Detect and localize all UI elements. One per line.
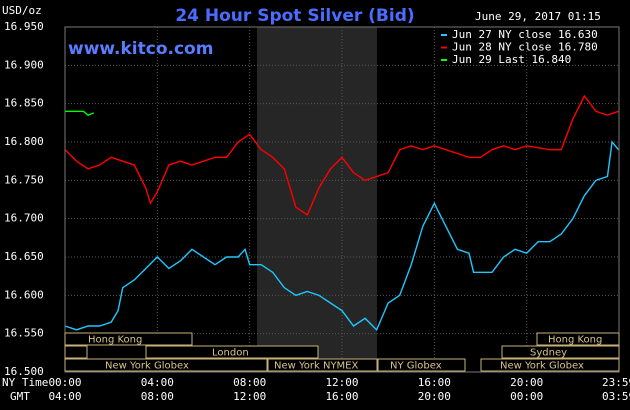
x2-tick-label: 20:00 — [418, 390, 451, 403]
session-box — [377, 358, 466, 372]
session-label: New York Globex — [500, 361, 584, 372]
series-line — [65, 110, 95, 116]
x2-tick-label: 08:00 — [141, 390, 174, 403]
x-tick-label: 23:59 — [602, 376, 630, 389]
y-tick-label: 16.750 — [4, 173, 44, 186]
session-box — [267, 358, 378, 372]
x-tick-label: 04:00 — [141, 376, 174, 389]
session-box — [64, 358, 268, 372]
timestamp: June 29, 2017 01:15 — [475, 10, 601, 23]
session-box — [145, 345, 319, 359]
x-tick-label: 08:00 — [233, 376, 266, 389]
x-row-label: NY Time — [2, 376, 48, 389]
session-label: NY Globex — [390, 361, 442, 372]
session-label: Hong Kong — [88, 335, 142, 346]
y-tick-label: 16.650 — [4, 250, 44, 263]
y-tick-label: 16.900 — [4, 58, 44, 71]
x-tick-label: 12:00 — [325, 376, 358, 389]
session-box — [64, 345, 88, 359]
session-box — [501, 345, 620, 359]
y-tick-label: 16.850 — [4, 97, 44, 110]
legend-label: Jun 28 NY close 16.780 — [452, 41, 598, 54]
x2-tick-label: 00:00 — [510, 390, 543, 403]
x2-tick-label: 03:59 — [602, 390, 630, 403]
session-box — [64, 332, 193, 346]
series-line — [64, 140, 620, 332]
y-tick-label: 16.700 — [4, 212, 44, 225]
session-label: New York NYMEX — [274, 361, 359, 372]
session-label: New York Globex — [105, 361, 189, 372]
sessions: Hong Kong London New York Globex New Yor… — [64, 332, 620, 372]
market-hours-shade — [257, 27, 377, 372]
x-tick-label: 16:00 — [418, 376, 451, 389]
y-unit: USD/oz — [2, 4, 42, 17]
x2-tick-label: 16:00 — [325, 390, 358, 403]
y-tick-label: 16.500 — [4, 365, 44, 378]
x-tick-label: 00:00 — [48, 376, 81, 389]
legend-label: Jun 27 NY close 16.630 — [452, 28, 598, 41]
session-box — [480, 358, 620, 372]
series-line — [64, 94, 619, 216]
y-tick-label: 16.950 — [4, 20, 44, 33]
session-box — [536, 332, 620, 346]
plot-border — [64, 26, 620, 373]
x2-row-label: GMT — [10, 390, 30, 403]
session-label: London — [212, 348, 249, 359]
x2-tick-label: 12:00 — [233, 390, 266, 403]
x2-tick-label: 04:00 — [48, 390, 81, 403]
chart-title: 24 Hour Spot Silver (Bid) — [175, 6, 414, 26]
x-tick-label: 20:00 — [510, 376, 543, 389]
site-label: www.kitco.com — [68, 39, 213, 59]
y-tick-label: 16.600 — [4, 288, 44, 301]
y-tick-label: 16.550 — [4, 327, 44, 340]
legend-label: Jun 29 Last 16.840 — [452, 53, 571, 66]
session-label: Sydney — [530, 348, 567, 359]
session-label: Hong Kong — [548, 335, 602, 346]
y-tick-label: 16.800 — [4, 135, 44, 148]
